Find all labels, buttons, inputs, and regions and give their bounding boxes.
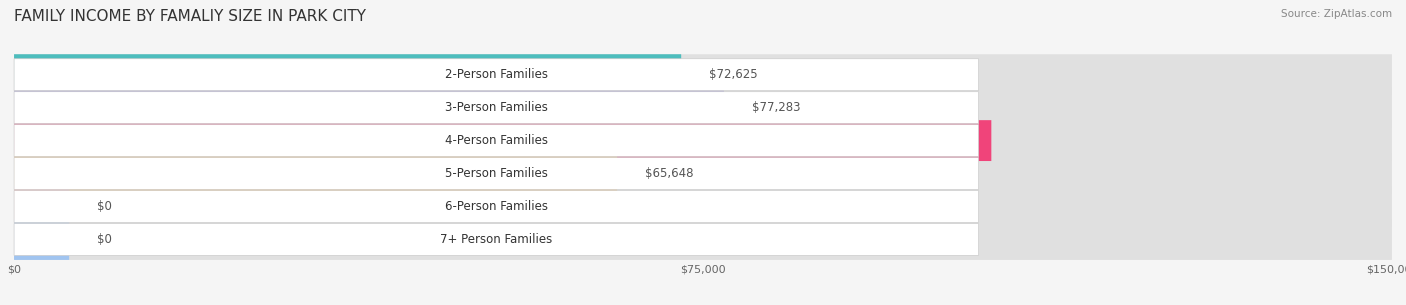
Text: FAMILY INCOME BY FAMALIY SIZE IN PARK CITY: FAMILY INCOME BY FAMALIY SIZE IN PARK CI…	[14, 9, 366, 24]
Text: $0: $0	[97, 200, 111, 213]
FancyBboxPatch shape	[14, 59, 979, 91]
FancyBboxPatch shape	[14, 186, 1392, 227]
Text: $65,648: $65,648	[645, 167, 693, 180]
Text: $77,283: $77,283	[752, 101, 800, 114]
FancyBboxPatch shape	[14, 224, 979, 255]
Text: 5-Person Families: 5-Person Families	[444, 167, 548, 180]
FancyBboxPatch shape	[14, 87, 724, 128]
FancyBboxPatch shape	[14, 153, 617, 194]
FancyBboxPatch shape	[14, 54, 681, 95]
FancyBboxPatch shape	[14, 120, 1392, 161]
Text: 6-Person Families: 6-Person Families	[444, 200, 548, 213]
Text: 7+ Person Families: 7+ Person Families	[440, 233, 553, 246]
Text: Source: ZipAtlas.com: Source: ZipAtlas.com	[1281, 9, 1392, 19]
Text: $106,389: $106,389	[908, 134, 963, 147]
Text: $72,625: $72,625	[709, 68, 758, 81]
FancyBboxPatch shape	[14, 125, 979, 156]
FancyBboxPatch shape	[14, 191, 979, 222]
FancyBboxPatch shape	[14, 92, 979, 124]
Text: $0: $0	[97, 233, 111, 246]
FancyBboxPatch shape	[14, 219, 1392, 260]
FancyBboxPatch shape	[14, 120, 991, 161]
FancyBboxPatch shape	[14, 153, 1392, 194]
FancyBboxPatch shape	[14, 158, 979, 189]
Text: 2-Person Families: 2-Person Families	[444, 68, 548, 81]
FancyBboxPatch shape	[14, 87, 1392, 128]
FancyBboxPatch shape	[14, 54, 1392, 95]
Text: 3-Person Families: 3-Person Families	[444, 101, 548, 114]
FancyBboxPatch shape	[14, 219, 69, 260]
Text: 4-Person Families: 4-Person Families	[444, 134, 548, 147]
FancyBboxPatch shape	[14, 186, 69, 227]
